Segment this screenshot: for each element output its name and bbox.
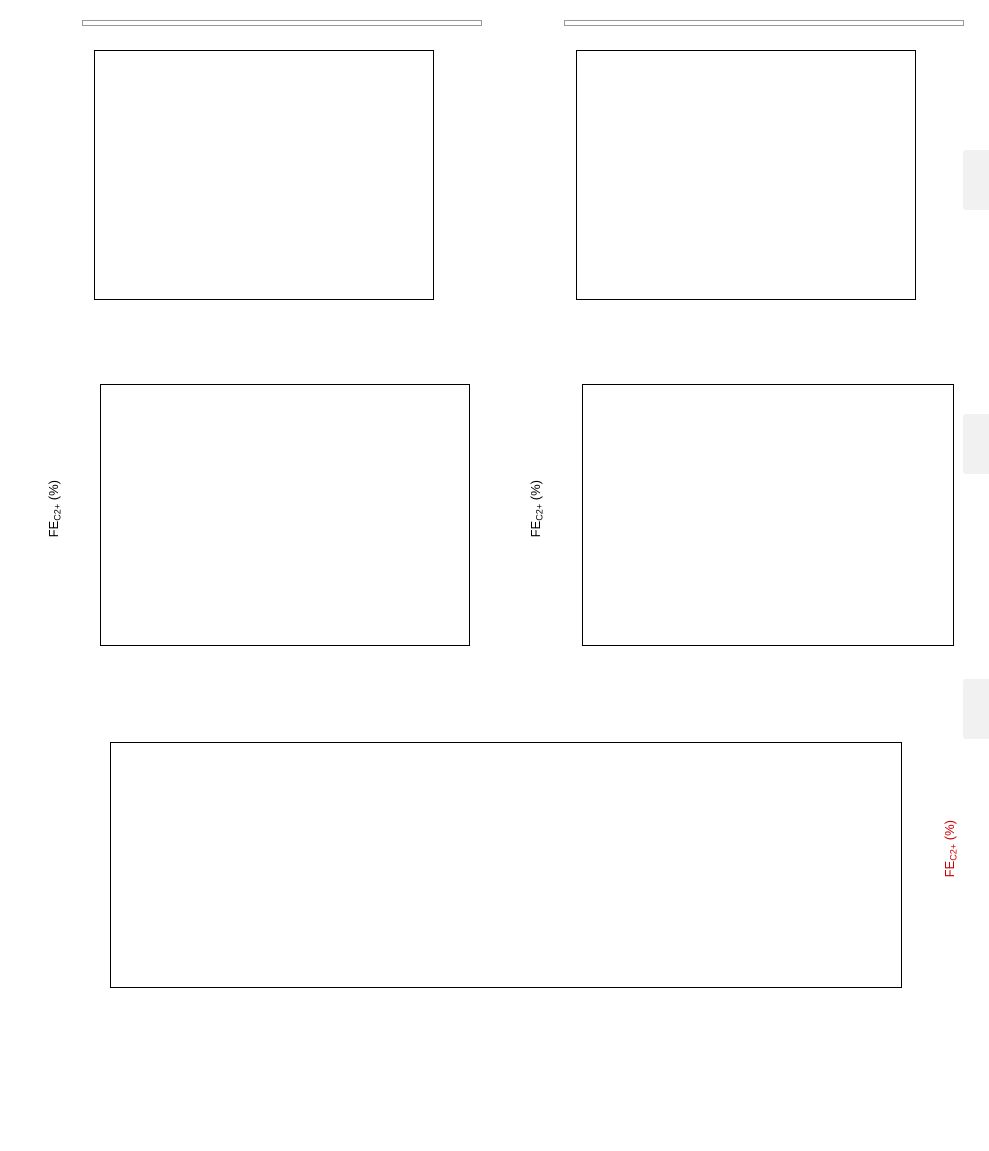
legend-a bbox=[82, 20, 482, 26]
scatter-d bbox=[583, 385, 955, 647]
panel-c: FEC2+ (%) bbox=[38, 370, 488, 710]
plot-d bbox=[582, 384, 954, 646]
legend-b bbox=[564, 20, 964, 26]
svg-e bbox=[111, 743, 903, 989]
ylabel-d: FEC2+ (%) bbox=[528, 480, 545, 537]
panel-e: FEC2+ (%) bbox=[38, 730, 968, 1050]
overlay-b bbox=[577, 51, 917, 301]
plot-b bbox=[576, 50, 916, 300]
plot-c bbox=[100, 384, 470, 646]
ylabel-c: FEC2+ (%) bbox=[46, 480, 63, 537]
panel-a bbox=[38, 20, 488, 350]
ylabel-e-right: FEC2+ (%) bbox=[942, 820, 959, 877]
figure: FEC2+ (%) FEC2+ (%) FEC2+ (%) bbox=[0, 0, 989, 1151]
overlay-a bbox=[95, 51, 435, 301]
plot-a bbox=[94, 50, 434, 300]
panel-b bbox=[520, 20, 970, 350]
plot-e bbox=[110, 742, 902, 988]
panel-d: FEC2+ (%) bbox=[520, 370, 970, 710]
